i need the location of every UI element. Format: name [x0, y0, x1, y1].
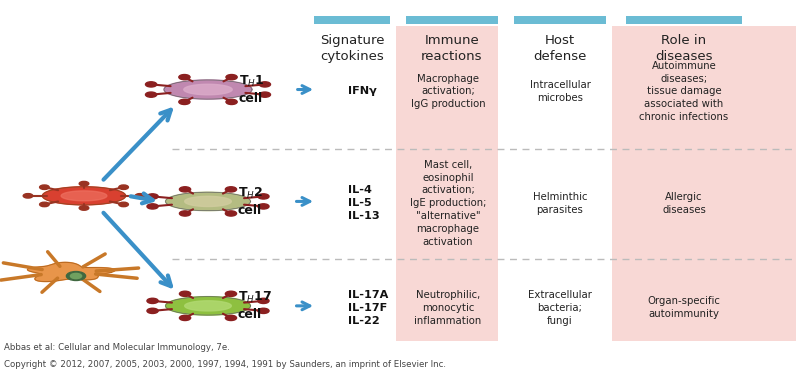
- Text: Neutrophilic,
monocytic
inflammation: Neutrophilic, monocytic inflammation: [414, 290, 482, 326]
- Polygon shape: [185, 301, 231, 311]
- Circle shape: [258, 194, 269, 199]
- Circle shape: [70, 273, 82, 279]
- Bar: [406, 16, 498, 24]
- Polygon shape: [184, 84, 232, 95]
- Polygon shape: [42, 187, 126, 205]
- Text: Organ-specific
autoimmunity: Organ-specific autoimmunity: [647, 296, 721, 319]
- Circle shape: [118, 185, 128, 189]
- Text: Helminthic
parasites: Helminthic parasites: [533, 192, 587, 215]
- Bar: [314, 16, 390, 24]
- Circle shape: [259, 82, 270, 87]
- Text: Signature
cytokines: Signature cytokines: [320, 34, 384, 63]
- Circle shape: [79, 206, 89, 210]
- Text: Host
defense: Host defense: [534, 34, 586, 63]
- Text: Autoimmune
diseases;
tissue damage
associated with
chronic infections: Autoimmune diseases; tissue damage assoc…: [639, 61, 729, 122]
- Polygon shape: [164, 80, 252, 99]
- Circle shape: [40, 185, 50, 189]
- Bar: [396, 26, 498, 341]
- Circle shape: [40, 202, 50, 207]
- Circle shape: [179, 187, 190, 192]
- Bar: [514, 16, 606, 24]
- Polygon shape: [166, 192, 250, 211]
- Text: IL-17A
IL-17F
IL-22: IL-17A IL-17F IL-22: [348, 289, 388, 326]
- Text: Extracellular
bacteria;
fungi: Extracellular bacteria; fungi: [528, 290, 592, 326]
- Circle shape: [146, 92, 157, 97]
- Polygon shape: [185, 196, 231, 207]
- Circle shape: [259, 92, 270, 97]
- Polygon shape: [166, 297, 250, 315]
- Circle shape: [23, 194, 33, 198]
- Circle shape: [179, 315, 190, 320]
- Polygon shape: [61, 191, 107, 201]
- Text: Copyright © 2012, 2007, 2005, 2003, 2000, 1997, 1994, 1991 by Saunders, an impri: Copyright © 2012, 2007, 2005, 2003, 2000…: [4, 360, 446, 369]
- Circle shape: [226, 75, 237, 80]
- Circle shape: [147, 204, 158, 209]
- Text: T$_H$1
cell: T$_H$1 cell: [238, 74, 264, 105]
- Circle shape: [226, 187, 237, 192]
- Circle shape: [66, 272, 86, 280]
- Circle shape: [226, 291, 237, 297]
- Circle shape: [146, 82, 157, 87]
- Circle shape: [179, 291, 190, 297]
- Circle shape: [226, 315, 237, 320]
- Text: Abbas et al: Cellular and Molecular Immunology, 7e.: Abbas et al: Cellular and Molecular Immu…: [4, 344, 230, 352]
- Circle shape: [258, 204, 269, 209]
- Circle shape: [118, 202, 128, 207]
- Circle shape: [135, 194, 145, 198]
- Circle shape: [179, 99, 190, 104]
- Bar: [612, 26, 796, 341]
- Polygon shape: [27, 262, 115, 282]
- Text: Macrophage
activation;
IgG production: Macrophage activation; IgG production: [410, 73, 486, 109]
- Text: Role in
diseases: Role in diseases: [655, 34, 713, 63]
- Circle shape: [226, 211, 237, 216]
- Text: Allergic
diseases: Allergic diseases: [662, 192, 706, 215]
- Circle shape: [258, 298, 269, 304]
- Text: Mast cell,
eosinophil
activation;
IgE production;
"alternative"
macrophage
activ: Mast cell, eosinophil activation; IgE pr…: [410, 160, 486, 247]
- Circle shape: [179, 211, 190, 216]
- Circle shape: [258, 308, 269, 313]
- Circle shape: [147, 298, 158, 304]
- Text: Immune
reactions: Immune reactions: [422, 34, 482, 63]
- Circle shape: [147, 194, 158, 199]
- Text: Intracellular
microbes: Intracellular microbes: [530, 80, 590, 103]
- Bar: [626, 16, 742, 24]
- Text: IFNγ: IFNγ: [348, 87, 377, 96]
- Circle shape: [179, 75, 190, 80]
- Circle shape: [147, 308, 158, 313]
- Circle shape: [79, 181, 89, 186]
- Circle shape: [226, 99, 237, 104]
- Text: T$_H$17
cell: T$_H$17 cell: [238, 290, 272, 322]
- Text: T$_H$2
cell: T$_H$2 cell: [238, 186, 263, 217]
- Text: IL-4
IL-5
IL-13: IL-4 IL-5 IL-13: [348, 185, 380, 222]
